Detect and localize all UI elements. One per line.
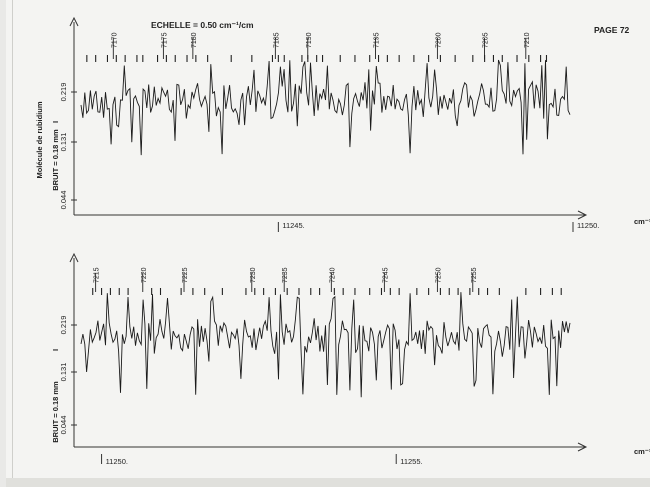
x-tick-label: 11250. [577, 221, 599, 230]
line-number-label: 7180 [191, 32, 198, 48]
x-tick-label: 11245. [282, 221, 304, 230]
x-unit-label: cm⁻¹ [634, 447, 650, 456]
x-unit-label: cm⁻¹ [634, 217, 650, 226]
line-number-label: 7195 [374, 32, 381, 48]
atlas-page: ECHELLE = 0.50 cm⁻¹/cm PAGE 72 0.219 0.13… [6, 0, 650, 487]
line-number-label: 7185 [273, 32, 280, 48]
spectrum-trace [80, 59, 571, 156]
line-number-label: 7190 [306, 32, 313, 48]
y-axis-arrow [69, 16, 79, 27]
ylabel-species: Molécule de rubidium [35, 101, 44, 178]
line-number-label: 7245 [382, 267, 389, 283]
spectrum-trace [80, 292, 571, 398]
y-axis-arrow [69, 252, 79, 263]
line-number-label: 7255 [471, 267, 478, 283]
ylabel-noise: BRUIT = 0.18 mm [51, 381, 60, 443]
y-tick-label: 0.044 [59, 191, 68, 210]
line-number-label: 7175 [161, 32, 168, 48]
scale-header: ECHELLE = 0.50 cm⁻¹/cm [151, 20, 254, 30]
spectrum-atlas-figure: ECHELLE = 0.50 cm⁻¹/cm PAGE 72 0.219 0.13… [35, 16, 650, 466]
spectrum-panel-1: 0.219 0.131 0.044 Molécule de rubidium BRUIT… [35, 16, 650, 232]
ylabel-intensity: I [51, 121, 60, 123]
page-number: PAGE 72 [594, 25, 630, 35]
line-number-label: 7170 [111, 32, 118, 48]
line-number-label: 7240 [329, 267, 336, 283]
line-number-label: 7220 [141, 267, 148, 283]
y-tick-label: 0.219 [59, 83, 68, 102]
y-tick-label: 0.131 [59, 363, 68, 382]
y-tick-label: 0.044 [59, 416, 68, 435]
y-tick-label: 0.131 [59, 133, 68, 152]
line-number-label: 7205 [483, 32, 490, 48]
line-number-label: 7215 [94, 267, 101, 283]
line-number-label: 7250 [435, 267, 442, 283]
line-number-label: 7230 [250, 267, 257, 283]
x-axis-arrow [577, 210, 588, 220]
x-axis-arrow [577, 442, 588, 452]
line-number-label: 7200 [435, 32, 442, 48]
ylabel-intensity: I [51, 349, 60, 351]
x-tick-label: 11250. [106, 457, 128, 466]
line-number-label: 7210 [524, 32, 531, 48]
y-tick-label: 0.219 [59, 316, 68, 335]
x-tick-label: 11255. [400, 457, 422, 466]
ylabel-noise: BRUIT = 0.18 mm [51, 129, 60, 191]
line-number-label: 7235 [282, 267, 289, 283]
line-number-label: 7225 [182, 267, 189, 283]
